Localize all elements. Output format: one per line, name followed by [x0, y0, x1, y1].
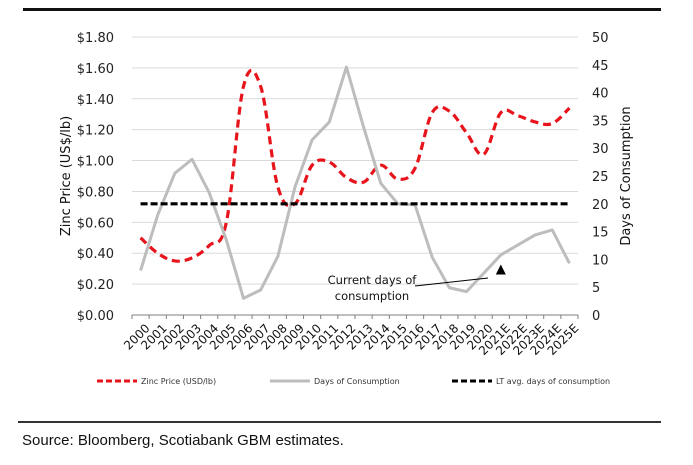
y-left-tick-label: $0.00: [77, 309, 114, 324]
y-axis-left: $0.00 $0.20 $0.40 $0.60 $0.80 $1.00 $1.20 $1.40…: [77, 31, 114, 324]
triangle-marker-icon: [495, 264, 506, 275]
series-layer: [139, 65, 571, 300]
y-right-tick-label: 0: [592, 309, 600, 324]
annotation-text-line1: Current days of: [328, 273, 418, 287]
y-left-tick-label: $0.80: [77, 185, 114, 200]
series-zinc-price-usd-lb: [139, 68, 571, 263]
y-axis-left-title: Zinc Price (US$/lb): [59, 116, 74, 236]
y-left-tick-label: $0.20: [77, 278, 114, 293]
series-days-of-consumption: [139, 65, 571, 300]
bottom-rule: [18, 421, 661, 423]
annotation: Current days of consumption: [328, 264, 506, 303]
legend-label-0: Zinc Price (USD/lb): [141, 377, 216, 386]
top-rule: [23, 8, 661, 11]
y-right-tick-label: 35: [592, 114, 609, 129]
y-left-tick-label: $1.00: [77, 155, 114, 170]
y-axis-right: 0 5 10 15 20 25 30 35 40 45 50: [592, 31, 609, 324]
y-right-tick-label: 40: [592, 87, 609, 102]
legend: Zinc Price (USD/lb) Days of Consumption LT…: [97, 377, 610, 386]
x-axis: 2000200120022003200420052006200720082009…: [121, 314, 581, 358]
y-right-tick-label: 30: [592, 142, 609, 157]
y-left-tick-label: $1.80: [77, 31, 114, 46]
y-left-tick-label: $1.60: [77, 62, 114, 77]
y-right-tick-label: 15: [592, 226, 609, 241]
y-left-tick-label: $0.40: [77, 247, 114, 262]
y-right-tick-label: 50: [592, 31, 609, 46]
gridlines: [132, 36, 578, 285]
y-right-tick-label: 20: [592, 198, 609, 213]
y-right-tick-label: 5: [592, 281, 600, 296]
legend-label-1: Days of Consumption: [314, 377, 400, 386]
y-right-tick-label: 45: [592, 59, 609, 74]
y-right-tick-label: 10: [592, 253, 609, 268]
y-left-tick-label: $1.20: [77, 124, 114, 139]
annotation-text-line2: consumption: [335, 289, 409, 303]
y-axis-right-title: Days of Consumption: [619, 106, 634, 245]
y-right-tick-label: 25: [592, 170, 609, 185]
y-left-tick-label: $1.40: [77, 93, 114, 108]
legend-label-2: LT avg. days of consumption: [496, 377, 610, 386]
source-note: Source: Bloomberg, Scotiabank GBM estima…: [22, 432, 344, 449]
y-left-tick-label: $0.60: [77, 216, 114, 231]
chart: $0.00 $0.20 $0.40 $0.60 $0.80 $1.00 $1.20 $1.40…: [59, 31, 634, 386]
annotation-leader-line: [414, 277, 489, 287]
